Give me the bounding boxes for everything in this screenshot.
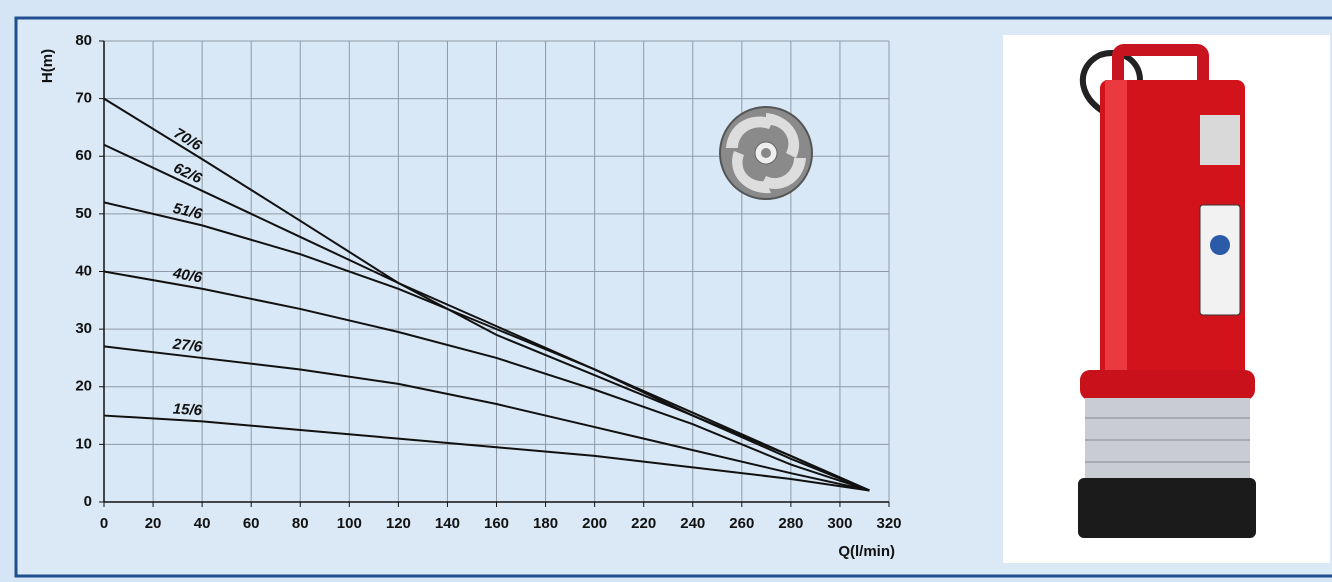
y-tick-label: 20 (75, 378, 92, 395)
pump-photo (1003, 35, 1330, 563)
pump-curve (103, 201, 870, 492)
pump-curve (103, 345, 870, 492)
x-tick-label: 100 (337, 515, 362, 532)
curve-label: 27/6 (171, 335, 204, 355)
x-tick-label: 320 (876, 515, 901, 532)
x-tick-label: 140 (435, 515, 460, 532)
x-tick-label: 160 (484, 515, 509, 532)
impeller-icon (719, 106, 813, 200)
y-tick-label: 70 (75, 90, 92, 107)
curves (103, 97, 870, 492)
x-tick-label: 20 (145, 515, 162, 532)
y-tick-label: 50 (75, 205, 92, 222)
y-tick-label: 60 (75, 147, 92, 164)
x-tick-label: 260 (729, 515, 754, 532)
x-tick-label: 220 (631, 515, 656, 532)
x-tick-label: 80 (292, 515, 309, 532)
x-tick-label: 40 (194, 515, 211, 532)
y-tick-label: 10 (75, 435, 92, 452)
x-axis-title: Q(l/min) (838, 543, 895, 560)
curve-label: 51/6 (171, 200, 204, 223)
y-tick-label: 30 (75, 320, 92, 337)
x-tick-label: 60 (243, 515, 260, 532)
pump-curve (103, 270, 870, 492)
x-tick-label: 0 (100, 515, 108, 532)
x-tick-label: 280 (778, 515, 803, 532)
y-tick-label: 80 (75, 32, 92, 49)
pump-curve (103, 414, 870, 492)
curve-label: 15/6 (172, 401, 203, 420)
x-tick-label: 200 (582, 515, 607, 532)
x-tick-label: 120 (386, 515, 411, 532)
y-tick-label: 40 (75, 262, 92, 279)
curve-label: 40/6 (171, 265, 204, 287)
pump-curve (103, 143, 870, 492)
x-tick-label: 240 (680, 515, 705, 532)
y-axis-title: H(m) (39, 49, 56, 83)
y-tick-label: 0 (84, 493, 92, 510)
x-tick-label: 180 (533, 515, 558, 532)
x-tick-label: 300 (827, 515, 852, 532)
